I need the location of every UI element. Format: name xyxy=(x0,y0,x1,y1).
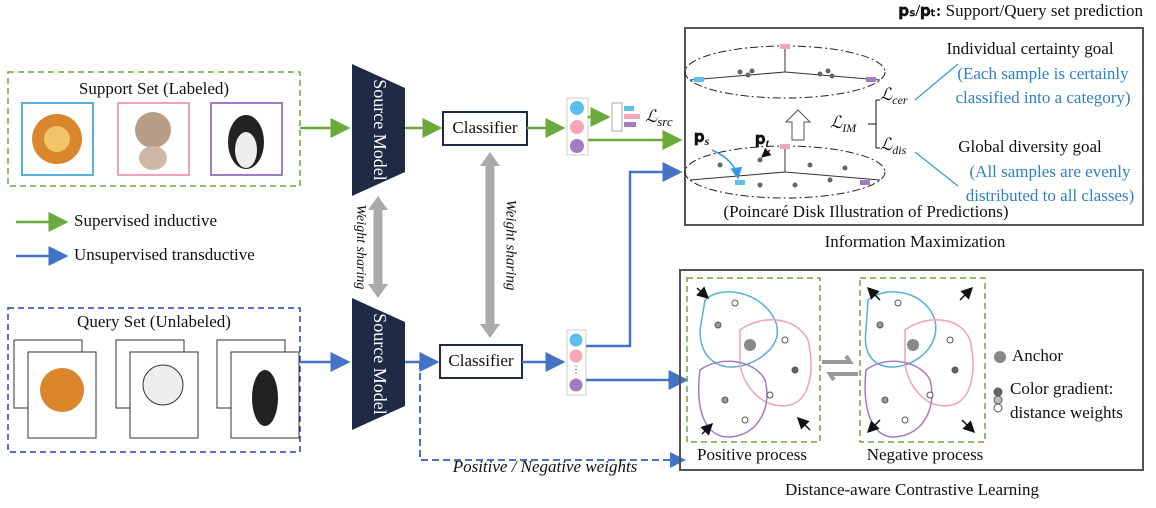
contrastive-title: Distance-aware Contrastive Learning xyxy=(785,480,1039,499)
certainty-desc: (Each sample is certainly xyxy=(957,64,1129,83)
source-model-label: Source Model xyxy=(370,79,390,180)
pt-label: 𝐩t xyxy=(755,129,770,150)
anchor-label: Anchor xyxy=(1012,346,1063,365)
query-title: Query Set (Unlabeled) xyxy=(77,312,231,331)
contrastive-panels xyxy=(687,278,1006,442)
top-note: 𝐩ₛ/𝐩ₜ: Support/Query set prediction xyxy=(899,1,1144,21)
diversity-desc: (All samples are evenly xyxy=(970,162,1131,181)
legend-label: Supervised inductive xyxy=(74,211,217,230)
loss-bars xyxy=(612,103,640,131)
ps-label: 𝐩s xyxy=(694,127,710,148)
weight-sharing-label: Weight sharing xyxy=(353,205,368,290)
diversity-title: Global diversity goal xyxy=(958,137,1102,156)
support-images xyxy=(22,103,282,175)
weight-sharing-label: Weight sharing xyxy=(503,200,519,291)
loss-im: ℒIM xyxy=(830,113,857,135)
contrastive-box xyxy=(680,270,1143,470)
info-max-caption: (Poincaré Disk Illustration of Predictio… xyxy=(723,202,1008,221)
negative-label: Negative process xyxy=(867,445,984,464)
loss-cer: ℒcer xyxy=(880,85,908,107)
query-images xyxy=(14,340,299,438)
loss-dis: ℒdis xyxy=(880,135,907,157)
gradient-label: Color gradient: xyxy=(1010,379,1113,398)
classifier-label: Classifier xyxy=(452,118,517,137)
certainty-desc: classified into a category) xyxy=(955,88,1130,107)
classifier-label: Classifier xyxy=(448,351,513,370)
support-title: Support Set (Labeled) xyxy=(79,79,229,98)
diagram: 𝐩ₛ/𝐩ₜ: Support/Query set prediction Supp… xyxy=(0,0,1156,508)
loss-src: ℒsrc xyxy=(645,107,673,129)
legend-label: Unsupervised transductive xyxy=(74,245,255,264)
source-model-label: Source Model xyxy=(370,313,390,414)
svg-text:⋮: ⋮ xyxy=(571,364,581,375)
weights-label: Positive / Negative weights xyxy=(452,457,638,476)
gradient-label: distance weights xyxy=(1010,403,1123,422)
info-max-title: Information Maximization xyxy=(825,232,1006,251)
certainty-title: Individual certainty goal xyxy=(946,39,1113,58)
positive-label: Positive process xyxy=(697,445,807,464)
